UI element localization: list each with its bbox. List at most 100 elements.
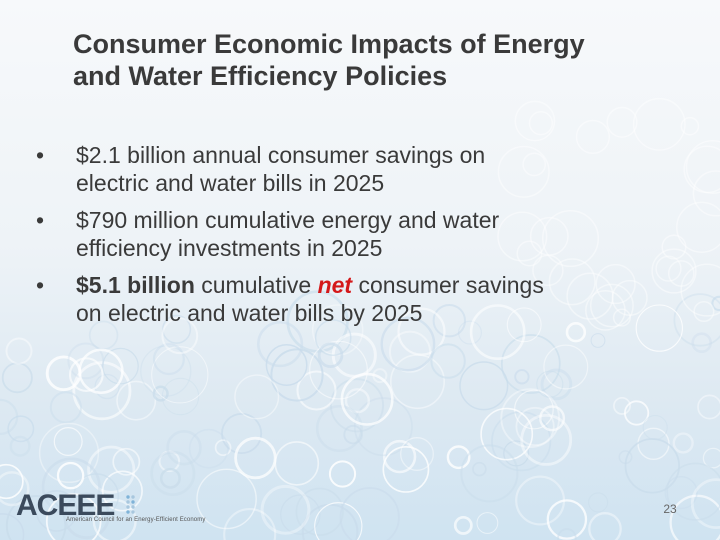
background-circle (529, 216, 569, 256)
background-circle (68, 357, 104, 392)
background-circle (476, 512, 499, 534)
background-circle (270, 348, 324, 402)
background-circle (522, 152, 547, 177)
background-circle (152, 343, 185, 376)
background-circle (539, 405, 566, 432)
background-circle (0, 398, 19, 435)
background-circle (188, 428, 229, 469)
slide-title: Consumer Economic Impacts of Energy and … (73, 28, 693, 92)
logo-dot (126, 505, 130, 509)
background-circle (380, 316, 436, 372)
background-circle (382, 445, 430, 493)
logo-dot (131, 500, 135, 504)
logo-dot (131, 505, 135, 509)
background-circle (503, 440, 530, 467)
bullet-item-annual-savings: • $2.1 billion annual consumer savings o… (30, 141, 670, 197)
background-circle (221, 412, 263, 454)
aceee-logo: ACEEE (16, 489, 135, 522)
background-circle (78, 348, 124, 394)
background-circle (87, 445, 136, 494)
bullet-item-net-savings: • $5.1 billion cumulative net consumer s… (30, 271, 670, 327)
background-circle (506, 307, 542, 343)
background-circle (680, 263, 720, 317)
background-circle (623, 400, 650, 426)
background-circle (497, 211, 548, 262)
background-circle (557, 528, 577, 540)
background-circle (295, 487, 344, 536)
background-circle (1, 362, 33, 394)
background-circle (685, 140, 720, 194)
background-circle (49, 391, 83, 424)
background-circle (158, 450, 181, 473)
background-circle (101, 470, 143, 512)
background-circle (353, 397, 413, 457)
background-circle (514, 369, 530, 385)
background-circle (343, 424, 363, 445)
background-circle (35, 489, 78, 532)
title-line-2: and Water Efficiency Policies (73, 61, 448, 91)
background-circle (651, 248, 697, 294)
background-circle (491, 411, 552, 472)
background-circle (159, 467, 181, 489)
logo-dot (126, 510, 130, 514)
background-circle (613, 396, 631, 415)
background-circle (515, 475, 566, 526)
background-circle (301, 503, 359, 540)
background-circle (0, 471, 30, 507)
background-circle (611, 279, 648, 316)
page-number: 23 (663, 502, 677, 516)
background-circle (528, 111, 554, 136)
background-circle (566, 272, 614, 320)
background-circle (453, 515, 473, 535)
background-circle (637, 427, 670, 460)
background-circle (56, 461, 85, 490)
background-circle (655, 255, 682, 282)
background-circle (92, 498, 137, 540)
background-circle (676, 201, 720, 253)
background-circle (102, 347, 139, 385)
background-circle (430, 343, 466, 379)
background-circle (515, 406, 555, 447)
bullet-3-net-highlight: net (317, 272, 353, 298)
logo-dot (126, 495, 130, 499)
background-circle (53, 427, 83, 457)
background-circle (223, 508, 277, 540)
background-circle (166, 429, 202, 466)
background-circle (702, 447, 720, 469)
background-circle (389, 354, 445, 410)
background-circle (328, 460, 357, 488)
logo-dot (131, 510, 135, 514)
background-circle (514, 100, 556, 142)
background-circle (664, 476, 698, 510)
background-circle (472, 461, 487, 477)
bullet-1-line-2: electric and water bills in 2025 (76, 170, 385, 196)
background-circle (60, 497, 85, 522)
background-circle (548, 258, 596, 306)
background-circle (497, 145, 550, 198)
background-circle (339, 487, 400, 540)
background-circle (575, 119, 611, 155)
background-circle (214, 439, 232, 457)
bullet-list: • $2.1 billion annual consumer savings o… (30, 141, 670, 336)
background-circle (315, 405, 363, 452)
background-circle (612, 308, 631, 327)
background-circle (691, 332, 713, 354)
background-circle (697, 394, 720, 420)
background-circle (94, 373, 120, 400)
background-circle (5, 337, 33, 365)
background-circle (480, 407, 534, 461)
background-circle (400, 437, 434, 471)
background-circle (642, 414, 668, 441)
background-circle (536, 370, 564, 398)
bullet-2-line-1: $790 million cumulative energy and water (76, 207, 500, 233)
background-circle (265, 344, 308, 386)
background-circle (329, 378, 385, 433)
background-circle (317, 342, 344, 369)
background-circle (590, 333, 606, 348)
background-circle (595, 263, 636, 305)
background-circle (543, 344, 589, 390)
background-circle (680, 116, 700, 136)
bullet-item-investments: • $790 million cumulative energy and wat… (30, 206, 670, 262)
